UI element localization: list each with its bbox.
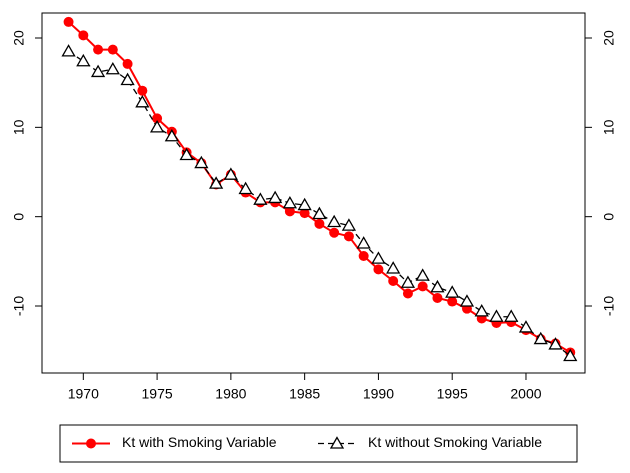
data-point	[63, 16, 74, 27]
y-tick-label: 20	[11, 30, 27, 46]
x-tick-label: 1990	[363, 386, 394, 402]
data-point	[518, 320, 534, 333]
data-point	[447, 296, 458, 307]
data-point	[445, 285, 460, 298]
data-point	[105, 61, 120, 75]
data-point	[341, 218, 357, 231]
data-point	[76, 53, 91, 67]
series-line	[68, 50, 571, 357]
data-point	[563, 348, 578, 362]
data-point	[120, 72, 135, 86]
data-point	[152, 113, 163, 124]
data-point	[179, 147, 194, 161]
x-tick-label: 1985	[289, 386, 320, 402]
data-point	[135, 95, 150, 108]
x-tick-label: 1995	[437, 386, 468, 402]
data-point	[504, 309, 519, 322]
x-tick-label: 1975	[142, 386, 173, 402]
data-point	[312, 206, 327, 220]
data-point	[415, 268, 430, 281]
legend-marker	[86, 438, 96, 449]
series-line	[67, 21, 571, 354]
data-point	[282, 195, 298, 209]
data-point	[297, 197, 312, 211]
data-point	[149, 120, 165, 133]
y-tick-label: 10	[11, 119, 27, 135]
x-tick-label: 1970	[68, 386, 99, 402]
data-point	[343, 231, 354, 242]
data-point	[61, 44, 76, 57]
y2-tick-label: 20	[601, 30, 617, 46]
data-point	[137, 85, 148, 96]
x-tick-label: 1980	[215, 386, 246, 402]
data-point	[356, 236, 371, 249]
data-point	[417, 281, 428, 292]
y2-tick-label: 0	[601, 213, 617, 221]
data-point	[107, 44, 118, 55]
legend-label: Kt without Smoking Variable	[368, 434, 542, 450]
x-tick-label: 2000	[510, 386, 541, 402]
data-point	[430, 279, 445, 293]
data-point	[238, 181, 253, 195]
legend-label: Kt with Smoking Variable	[122, 434, 277, 450]
data-point	[253, 192, 268, 205]
plot-frame	[41, 12, 586, 374]
data-point	[327, 214, 342, 228]
y-tick-label: -10	[11, 296, 27, 316]
y2-tick-label: 10	[601, 119, 617, 135]
data-point	[386, 261, 401, 274]
data-point	[474, 304, 489, 317]
data-point	[164, 128, 179, 142]
y-tick-label: 0	[11, 213, 27, 221]
data-point	[314, 218, 325, 229]
legend-marker	[329, 436, 345, 449]
data-point	[90, 64, 106, 78]
data-point	[194, 155, 209, 169]
y2-tick-label: -10	[601, 296, 617, 316]
data-point	[223, 167, 238, 180]
data-point	[371, 251, 386, 264]
data-point	[459, 294, 475, 307]
data-point	[122, 58, 133, 69]
data-point	[78, 30, 89, 41]
data-point	[358, 250, 369, 261]
legend-box	[59, 424, 578, 463]
data-point	[400, 275, 416, 288]
data-point	[268, 190, 283, 204]
data-point	[373, 264, 384, 275]
data-point	[329, 227, 340, 238]
data-point	[432, 292, 443, 303]
data-point	[284, 206, 295, 217]
data-point	[489, 309, 504, 322]
data-point	[299, 208, 310, 219]
data-point	[533, 331, 548, 345]
data-point	[388, 275, 399, 286]
data-point	[548, 337, 563, 350]
data-point	[208, 176, 224, 189]
data-point	[93, 44, 104, 55]
data-point	[402, 288, 413, 299]
